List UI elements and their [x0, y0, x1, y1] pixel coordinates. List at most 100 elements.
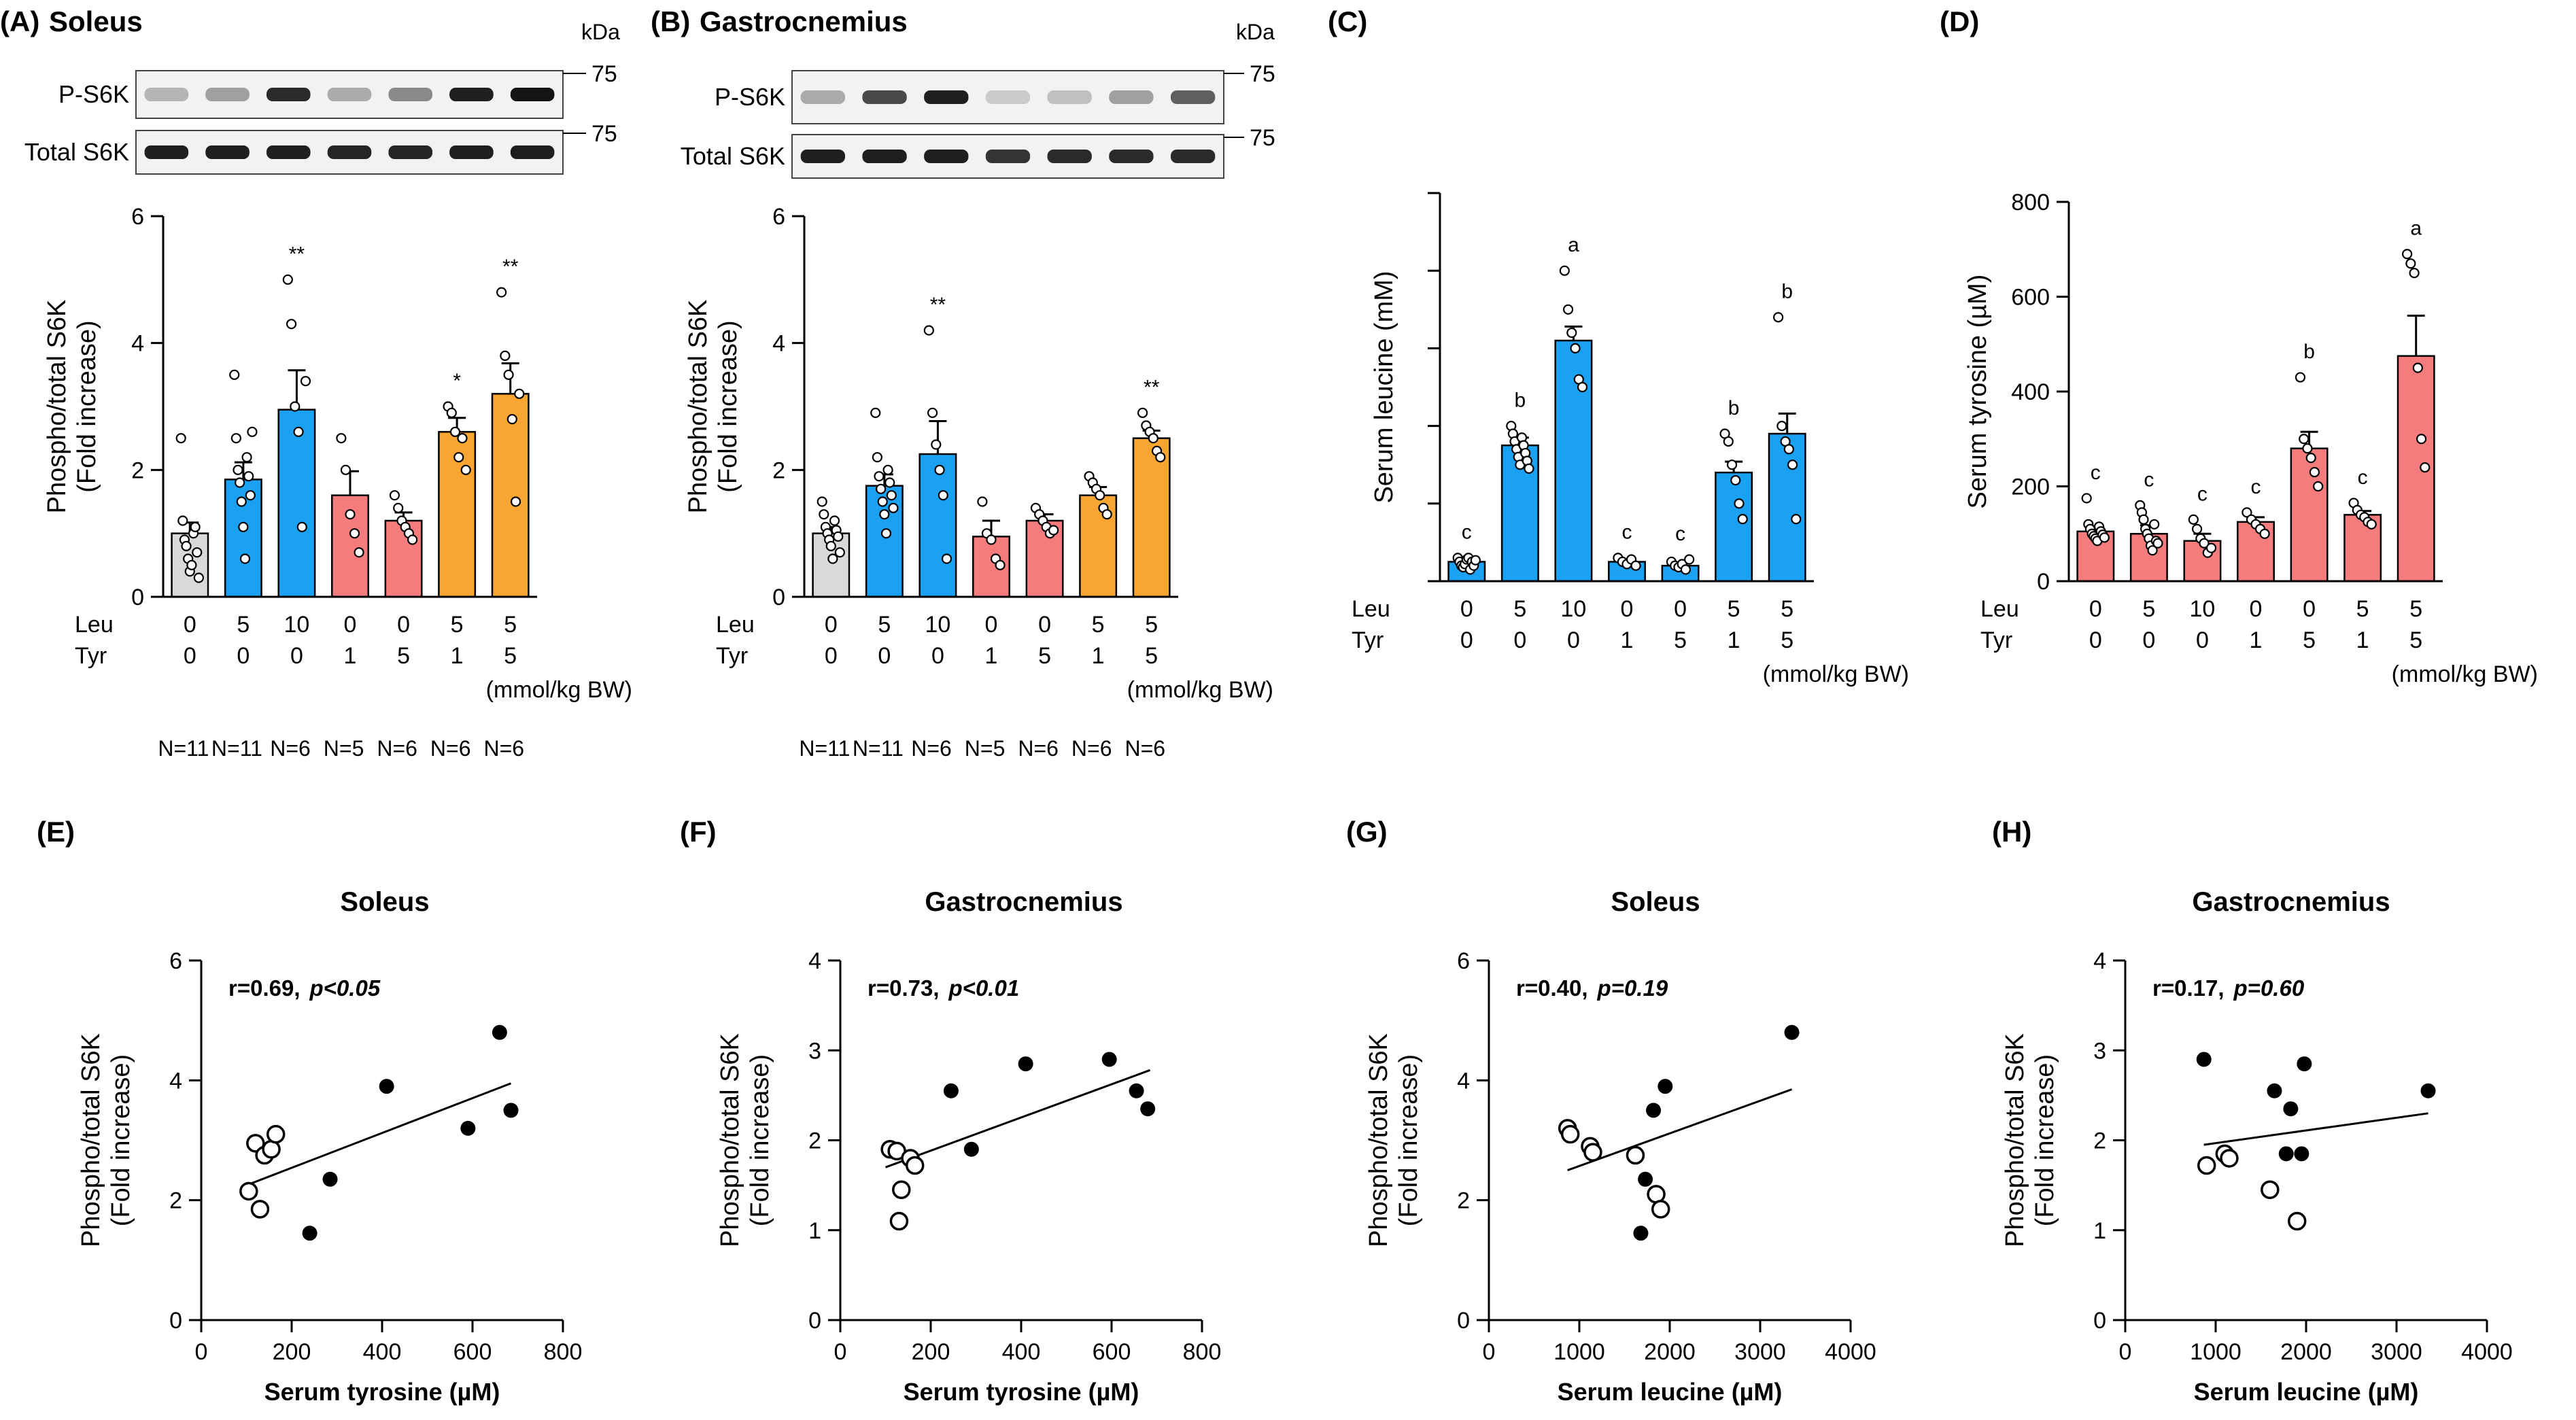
data-point [446, 407, 457, 418]
blot-band [266, 88, 311, 101]
row-label-leu: Leu [1352, 596, 1390, 622]
panel-label: (H) [1992, 816, 2031, 848]
significance-label: ** [1144, 376, 1160, 398]
tyr-dose: 0 [2089, 627, 2102, 653]
x-tick-label: 200 [912, 1339, 950, 1365]
data-point [833, 531, 844, 542]
data-point [233, 464, 243, 475]
data-point [2313, 481, 2324, 492]
data-point [407, 534, 418, 545]
plot-title: Soleus [1611, 887, 1700, 917]
n-label: N=11 [158, 736, 209, 761]
scatter-panel-e: (E) Soleus 0 2 4 6 0 200 400 600 800 Serum tyrosine… [37, 816, 582, 1406]
significance-label: b [1781, 281, 1793, 303]
data-point [879, 509, 890, 520]
units-label: (mmol/kg BW) [2392, 661, 2538, 687]
row-label-leu: Leu [75, 612, 114, 638]
x-tick-label: 800 [544, 1339, 583, 1365]
blot-band [205, 88, 250, 101]
bar [224, 479, 262, 598]
blot-band [388, 88, 433, 101]
filled-point [379, 1079, 394, 1094]
leu-dose: 5 [237, 612, 250, 638]
y-tick-label: 1 [2093, 1218, 2106, 1244]
blot-a: kDa P-S6K 75 Total S6K 75 [24, 20, 620, 175]
filled-point [302, 1226, 317, 1241]
bar [1715, 471, 1753, 583]
significance-label: b [1728, 397, 1740, 419]
regression-line [1567, 1088, 1793, 1171]
data-point [393, 502, 404, 513]
data-point [239, 553, 251, 564]
data-point [995, 559, 1006, 570]
kda-marker: 75 [1250, 61, 1275, 87]
row-label-tyr: Tyr [1352, 627, 1384, 653]
blot-band [985, 90, 1031, 104]
y-tick-label: 2 [1457, 1188, 1470, 1214]
data-point [2199, 538, 2210, 549]
blot-band [388, 145, 433, 159]
y-tick-label: 4 [808, 948, 821, 974]
blot-band [510, 88, 555, 101]
tyr-dose: 1 [451, 643, 464, 669]
kda-marker: 75 [591, 121, 617, 147]
tyr-dose: 5 [1145, 643, 1158, 669]
x-tick-label: 1000 [1553, 1339, 1605, 1365]
n-label: N=11 [853, 736, 904, 761]
data-point [453, 452, 464, 463]
data-point [177, 515, 188, 526]
panel-label: (G) [1346, 816, 1388, 848]
data-point [345, 509, 356, 520]
data-point [1155, 452, 1166, 463]
data-point [290, 401, 300, 412]
data-point [1470, 555, 1481, 566]
data-point [2191, 523, 2203, 534]
significance-label: ** [289, 243, 305, 265]
x-tick-label: 3000 [2371, 1339, 2422, 1365]
filled-point [2278, 1146, 2294, 1162]
n-label: N=6 [1124, 736, 1165, 761]
filled-point [1129, 1083, 1144, 1098]
tyr-dose: 1 [1621, 627, 1634, 653]
blot-label: P-S6K [715, 83, 785, 111]
kda-marker: 75 [591, 61, 617, 87]
significance-label: a [2410, 218, 2422, 240]
x-tick-label: 3000 [1734, 1339, 1786, 1365]
blot-band [862, 90, 907, 104]
y-tick-label: 2 [2093, 1128, 2106, 1154]
filled-point [492, 1024, 507, 1040]
data-point [245, 490, 256, 501]
data-point [880, 528, 892, 539]
data-point [885, 477, 895, 488]
x-axis-label: Serum tyrosine (µM) [264, 1378, 500, 1406]
y-tick-label: 4 [772, 331, 785, 357]
significance-label: b [2303, 341, 2315, 363]
data-point [500, 350, 511, 361]
row-label-tyr: Tyr [716, 643, 748, 669]
data-point [931, 439, 942, 450]
filled-point [963, 1141, 979, 1157]
y-tick-label: 2 [169, 1188, 182, 1214]
open-point [892, 1180, 911, 1199]
data-point [449, 426, 461, 437]
data-point [236, 496, 247, 507]
data-point [282, 274, 293, 285]
y-tick-label: 0 [2093, 1308, 2106, 1334]
leu-dose: 0 [1460, 596, 1473, 622]
filled-point [1638, 1171, 1653, 1187]
significance-label: c [2144, 468, 2154, 491]
filled-point [1140, 1101, 1156, 1117]
bar [2290, 447, 2329, 583]
x-tick-label: 800 [1183, 1339, 1222, 1365]
n-label: N=6 [377, 736, 417, 761]
data-point [1776, 420, 1787, 432]
data-point [938, 490, 948, 501]
data-point [1791, 514, 1802, 525]
bar-panel-a: (A) Soleus 0 2 4 6 Phospho/total S6K (Fold incr… [0, 5, 632, 761]
filled-point [1101, 1052, 1117, 1067]
data-point [2138, 514, 2149, 525]
units-label: (mmol/kg BW) [1763, 661, 1909, 687]
row-label-tyr: Tyr [1980, 627, 2012, 653]
significance-label: a [1568, 234, 1579, 256]
blot-band [800, 90, 846, 104]
